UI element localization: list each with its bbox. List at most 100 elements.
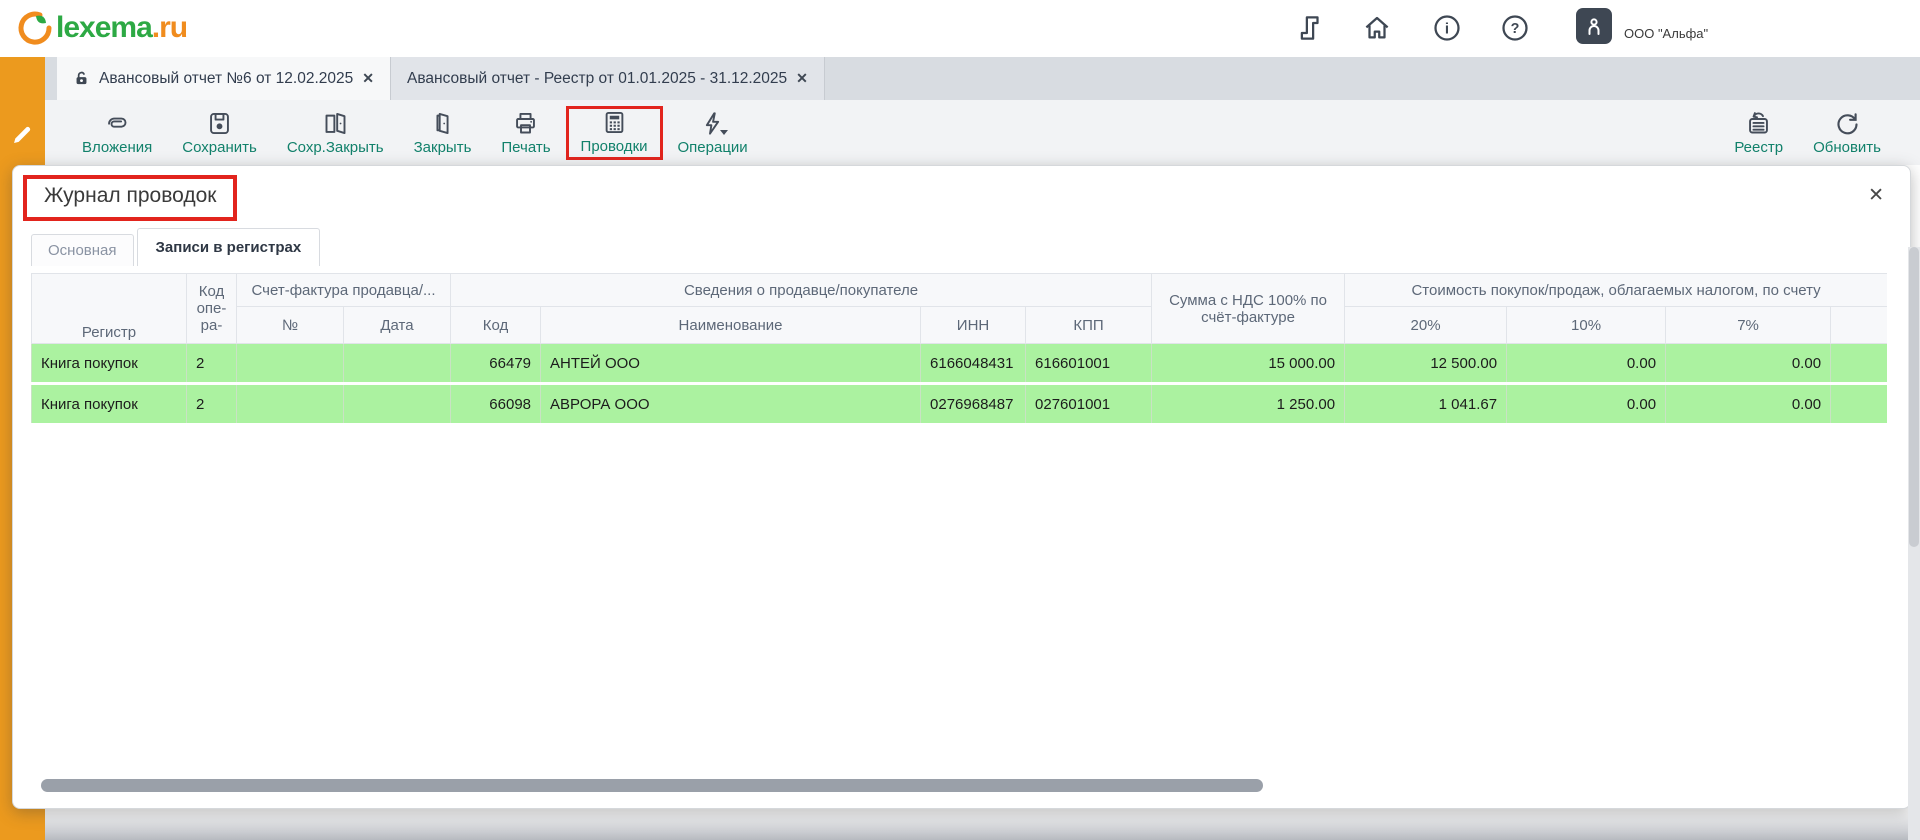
col-rate10[interactable]: 10% [1506, 306, 1667, 344]
col-kpp[interactable]: КПП [1025, 306, 1153, 344]
tab-close-icon[interactable]: ✕ [796, 70, 808, 86]
toolbar: Вложения Сохранить [45, 100, 1920, 165]
col-inn[interactable]: ИНН [920, 306, 1027, 344]
cell-name: АНТЕЙ ООО [540, 343, 922, 385]
info-icon[interactable]: i [1432, 13, 1462, 43]
table-row[interactable]: Книга покупок 2 66479 АНТЕЙ ООО 61660484… [31, 343, 1887, 385]
table-row[interactable]: Книга покупок 2 66098 АВРОРА ООО 0276968… [31, 383, 1887, 426]
cell-number [236, 343, 344, 385]
save-button[interactable]: Сохранить [167, 107, 272, 159]
button-label: Сохр.Закрыть [286, 138, 384, 156]
button-label: Реестр [1734, 138, 1784, 156]
calculator-icon [601, 109, 628, 136]
registry-button[interactable]: Реестр [1719, 107, 1798, 159]
postings-journal-modal: Журнал проводок ✕ Основная Записи в реги… [12, 165, 1911, 809]
print-button[interactable]: Печать [486, 107, 565, 159]
cell-sum-vat: 15 000.00 [1151, 343, 1346, 385]
modal-tab-bar: Основная Записи в регистрах [31, 228, 321, 266]
tab-label: Авансовый отчет №6 от 12.02.2025 [99, 69, 354, 87]
cell-op-code: 2 [186, 343, 237, 385]
user-avatar[interactable] [1576, 8, 1612, 44]
tab-avansovy-otchet[interactable]: Авансовый отчет №6 от 12.02.2025 ✕ [57, 57, 390, 100]
tab-label: Авансовый отчет - Реестр от 01.01.2025 -… [406, 69, 788, 87]
cell-op-code: 2 [186, 383, 237, 426]
attachments-button[interactable]: Вложения [67, 107, 167, 159]
header-group-row: Регистр Код опе- ра- Счет-фактура продав… [31, 273, 1887, 344]
cell-kpp: 616601001 [1025, 343, 1153, 385]
col-rate7[interactable]: 7% [1665, 306, 1832, 344]
cell-extra [1830, 383, 1887, 426]
operations-button[interactable]: Операции [663, 107, 763, 159]
vertical-scrollbar-thumb[interactable] [1909, 247, 1919, 547]
cell-date [342, 383, 452, 426]
title-highlight-box: Журнал проводок [23, 175, 238, 221]
cell-number [236, 383, 344, 426]
cell-rate10: 0.00 [1506, 383, 1667, 426]
col-op-code[interactable]: Код опе- ра- [186, 273, 237, 344]
printer-icon [512, 110, 539, 137]
col-register[interactable]: Регистр [31, 273, 187, 344]
journal-icon[interactable] [1295, 13, 1325, 43]
home-icon[interactable] [1362, 13, 1392, 43]
modal-close-icon[interactable]: ✕ [1868, 185, 1884, 206]
header-sub-row: № Дата Код Наименование ИНН КПП 20% 10% … [32, 306, 1887, 344]
cell-register: Книга покупок [31, 383, 187, 426]
cell-inn: 6166048431 [920, 343, 1027, 385]
cell-code: 66098 [450, 383, 542, 426]
toolbar-right-group: Реестр Обновить [1719, 107, 1896, 159]
group-seller: Сведения о продавце/покупателе [450, 273, 1153, 307]
lightning-icon [699, 110, 729, 137]
paperclip-icon [104, 110, 131, 137]
close-button[interactable]: Закрыть [399, 107, 487, 159]
logo-text: lexema.ru [56, 11, 188, 44]
cell-rate20: 1 041.67 [1344, 383, 1508, 426]
pencil-icon[interactable] [9, 121, 36, 148]
cell-sum-vat: 1 250.00 [1151, 383, 1346, 426]
horizontal-scrollbar-thumb[interactable] [41, 779, 1263, 792]
col-extra [1830, 306, 1887, 344]
button-label: Печать [501, 138, 551, 156]
col-date[interactable]: Дата [342, 306, 452, 344]
cell-rate7: 0.00 [1665, 383, 1832, 426]
lock-icon [73, 70, 90, 87]
help-icon[interactable]: ? [1500, 13, 1530, 43]
modal-tab-registers[interactable]: Записи в регистрах [136, 228, 321, 266]
company-name: ООО "Альфа" [1624, 26, 1709, 41]
group-cost: Стоимость покупок/продаж, облагаемых нал… [1344, 273, 1887, 307]
tab-close-icon[interactable]: ✕ [362, 70, 374, 86]
button-label: Обновить [1813, 138, 1881, 156]
cell-register: Книга покупок [31, 343, 187, 385]
button-label: Сохранить [182, 138, 257, 156]
save-icon [206, 110, 233, 137]
button-label: Вложения [82, 138, 153, 156]
registry-icon [1745, 110, 1772, 137]
registers-table-container: Регистр Код опе- ра- Счет-фактура продав… [31, 273, 1887, 426]
save-close-icon [322, 110, 349, 137]
col-rate20[interactable]: 20% [1344, 306, 1508, 344]
cell-code: 66479 [450, 343, 542, 385]
cell-kpp: 027601001 [1025, 383, 1153, 426]
col-sum-vat[interactable]: Сумма с НДС 100% по счёт-фактуре [1151, 273, 1346, 344]
col-number[interactable]: № [236, 306, 344, 344]
cell-extra [1830, 343, 1887, 385]
group-invoice: Счет-фактура продавца/... [235, 273, 452, 307]
page-bottom-gradient [0, 810, 1920, 840]
save-close-button[interactable]: Сохр.Закрыть [272, 107, 399, 159]
page-vertical-scrollbar[interactable] [1908, 247, 1920, 840]
document-tab-bar: Авансовый отчет №6 от 12.02.2025 ✕ Аванс… [45, 57, 1920, 100]
toolbar-left-group: Вложения Сохранить [67, 105, 763, 160]
col-name[interactable]: Наименование [540, 306, 922, 344]
modal-tab-main[interactable]: Основная [31, 234, 134, 266]
tab-avansovy-reestr[interactable]: Авансовый отчет - Реестр от 01.01.2025 -… [389, 57, 825, 100]
col-code[interactable]: Код [450, 306, 542, 344]
modal-title: Журнал проводок [44, 184, 217, 207]
cell-inn: 0276968487 [920, 383, 1027, 426]
refresh-button[interactable]: Обновить [1798, 107, 1896, 159]
cell-rate10: 0.00 [1506, 343, 1667, 385]
cell-name: АВРОРА ООО [540, 383, 922, 426]
postings-button[interactable]: Проводки [565, 105, 663, 160]
top-header: lexema.ru i ? [0, 0, 1920, 57]
logo[interactable]: lexema.ru [16, 9, 188, 47]
cell-rate20: 12 500.00 [1344, 343, 1508, 385]
